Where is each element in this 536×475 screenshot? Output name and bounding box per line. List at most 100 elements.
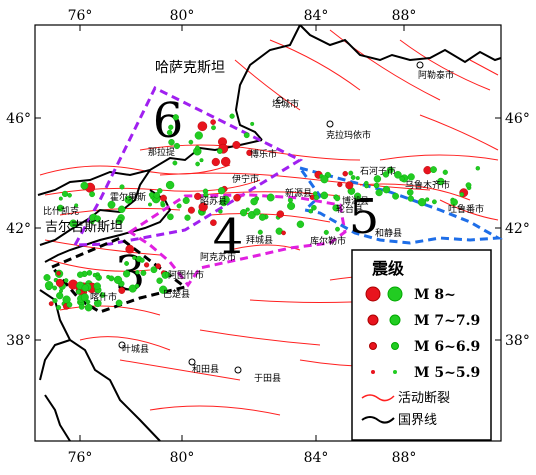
earthquake-marker — [165, 180, 175, 190]
earthquake-marker — [134, 283, 140, 289]
earthquake-marker — [81, 284, 89, 292]
earthquake-marker — [48, 301, 54, 307]
earthquake-marker — [75, 289, 82, 295]
earthquake-marker — [373, 182, 380, 189]
legend-title: 震级 — [371, 259, 405, 278]
earthquake-marker — [56, 305, 62, 311]
earthquake-marker — [63, 278, 69, 283]
earthquake-marker — [450, 198, 458, 206]
earthquake-marker — [407, 173, 415, 181]
region-label-kyrgyzstan: 吉尔吉斯斯坦 — [45, 220, 123, 235]
earthquake-marker — [211, 125, 216, 131]
legend-fault-line — [361, 394, 395, 402]
earthquake-marker — [153, 192, 161, 199]
earthquake-marker — [187, 206, 195, 214]
earthquake-marker — [399, 176, 405, 182]
legend-m7-red-dot — [367, 314, 379, 326]
top-tick-80: 80° — [170, 8, 195, 24]
earthquake-marker — [312, 191, 318, 196]
earthquake-marker — [232, 140, 241, 149]
earthquake-marker — [250, 121, 255, 126]
city-yining: 伊宁市 — [232, 173, 259, 185]
earthquake-marker — [148, 192, 155, 198]
legend-m8-green-dot — [387, 286, 403, 302]
bottom-tick-76: 76° — [68, 450, 93, 466]
earthquake-marker — [210, 219, 217, 226]
city-yecheng: 叶城县 — [122, 344, 149, 355]
earthquake-marker — [245, 207, 250, 212]
earthquake-marker — [194, 145, 200, 151]
earthquake-marker — [194, 192, 202, 201]
earthquake-marker — [155, 263, 161, 269]
earthquake-marker — [55, 278, 64, 287]
earthquake-marker — [437, 177, 445, 186]
top-tick-76: 76° — [68, 8, 93, 24]
earthquake-marker — [57, 204, 64, 212]
earthquake-marker — [176, 203, 182, 209]
city-kashgar: 喀什市 — [90, 291, 117, 303]
city-altay: 阿勒泰市 — [418, 69, 454, 81]
zone-4-outline — [127, 193, 347, 288]
earthquake-marker — [43, 274, 51, 282]
legend-m6-red-dot — [369, 342, 377, 350]
earthquake-marker — [287, 201, 296, 210]
earthquake-marker — [431, 199, 437, 205]
earthquake-marker — [122, 270, 131, 278]
bottom-tick-88: 88° — [392, 450, 417, 466]
earthquake-marker — [69, 219, 78, 228]
top-tick-88: 88° — [392, 8, 417, 24]
earthquake-marker — [220, 156, 231, 167]
earthquake-markers — [43, 113, 480, 312]
earthquake-marker — [216, 148, 223, 154]
city-hejing: 和静县 — [375, 227, 402, 239]
earthquake-marker — [164, 272, 171, 278]
earthquake-marker — [99, 292, 106, 298]
legend-m7-green-dot — [389, 314, 401, 326]
zone-6-outline — [72, 85, 304, 247]
national-border — [37, 24, 502, 442]
city-artux: 阿图什市 — [168, 269, 204, 281]
earthquake-marker — [168, 138, 175, 146]
earthquake-marker — [335, 226, 340, 232]
earthquake-marker — [52, 285, 58, 291]
earthquake-marker — [94, 215, 101, 222]
city-karamay: 克拉玛依市 — [326, 129, 371, 141]
earthquake-marker — [250, 197, 258, 206]
earthquake-marker — [311, 204, 317, 211]
earthquake-marker — [266, 193, 275, 202]
earthquake-marker — [80, 181, 89, 190]
earthquake-marker — [115, 299, 123, 307]
city-bohu: 博湖县 — [342, 195, 369, 207]
zone-label-5: 5 — [349, 189, 380, 245]
earthquake-marker — [93, 282, 101, 290]
city-bishkek: 比什凯克 — [43, 205, 79, 217]
earthquake-marker — [168, 124, 174, 130]
earthquake-marker — [61, 190, 69, 198]
earthquake-marker — [323, 229, 329, 235]
legend-m6-green-dot — [391, 342, 399, 350]
earthquake-marker — [308, 209, 313, 214]
legend-border-line — [361, 416, 395, 424]
earthquake-marker — [166, 129, 173, 136]
earthquake-marker — [172, 160, 178, 166]
earthquake-marker — [107, 200, 116, 209]
earthquake-marker — [84, 303, 93, 312]
earthquake-marker — [159, 285, 168, 294]
earthquake-marker — [382, 171, 390, 178]
right-tick-46: 46° — [505, 111, 530, 127]
earthquake-marker — [257, 229, 263, 235]
zone-label-6: 6 — [153, 93, 184, 149]
earthquake-marker — [258, 213, 266, 221]
city-nalati: 那拉提 — [148, 146, 175, 158]
earthquake-marker — [465, 182, 472, 189]
earthquake-marker — [203, 192, 209, 198]
earthquake-marker — [78, 303, 85, 310]
earthquake-marker — [194, 131, 203, 140]
city-bole: 博乐市 — [250, 148, 277, 160]
earthquake-marker — [392, 192, 399, 200]
legend: 震级 M 8~ M 7~7.9 M 6~6.9 M 5~5.9 活动断裂 国界线 — [351, 249, 492, 441]
legend-m5-label: M 5~5.9 — [414, 365, 480, 381]
earthquake-marker — [58, 196, 63, 201]
earthquake-marker — [95, 275, 101, 280]
earthquake-marker — [182, 196, 190, 204]
